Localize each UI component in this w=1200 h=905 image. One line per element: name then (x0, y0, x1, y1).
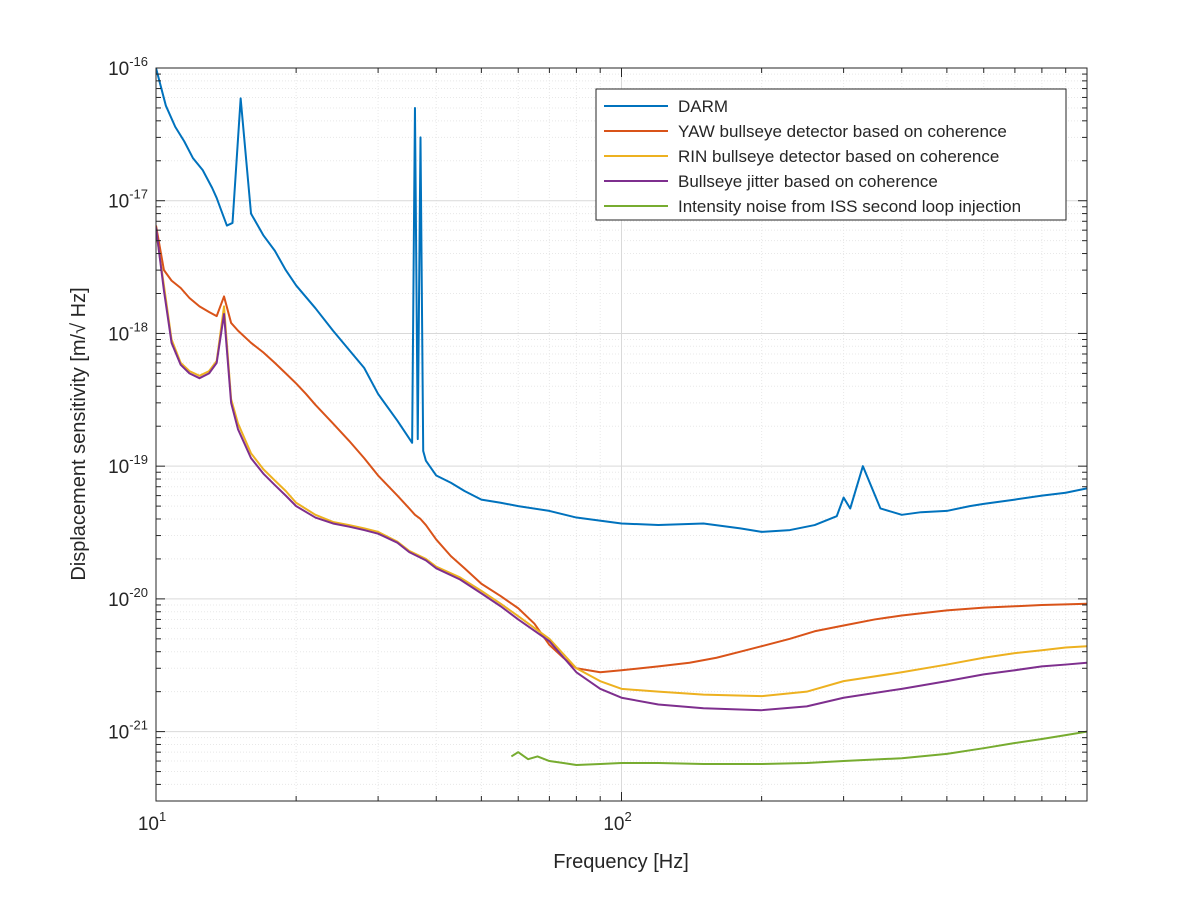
y-tick-label: 10-19 (108, 452, 148, 478)
series-line-5 (510, 730, 1087, 767)
y-tick-labels: 10-16 10-17 10-18 10-19 10-20 10-21 (108, 54, 148, 744)
y-tick-label: 10-16 (108, 54, 148, 80)
y-tick-label: 10-21 (108, 718, 148, 744)
series-line-1 (156, 68, 1087, 533)
y-tick-label: 10-20 (108, 585, 148, 611)
series-line-2 (156, 225, 1087, 674)
legend-label-5: Intensity noise from ISS second loop inj… (678, 197, 1021, 216)
y-tick-label: 10-17 (108, 187, 148, 213)
legend: DARM YAW bullseye detector based on coher… (595, 88, 1067, 221)
legend-label-4: Bullseye jitter based on coherence (678, 172, 938, 191)
tick-marks (155, 67, 1088, 802)
x-tick-label: 101 (138, 809, 166, 835)
legend-box (595, 88, 1067, 221)
x-tick-label: 102 (603, 809, 631, 835)
series-line-4 (156, 227, 1087, 712)
series-layer (156, 68, 1087, 767)
y-axis-label: Displacement sensitivity [m/√ Hz] (68, 287, 90, 580)
legend-label-3: RIN bullseye detector based on coherence (678, 147, 999, 166)
x-axis-label: Frequency [Hz] (553, 851, 689, 873)
legend-label-2: YAW bullseye detector based on coherence (678, 122, 1007, 141)
x-tick-labels: 101 102 (138, 809, 632, 835)
y-tick-label: 10-18 (108, 319, 148, 345)
legend-label-1: DARM (678, 97, 728, 116)
